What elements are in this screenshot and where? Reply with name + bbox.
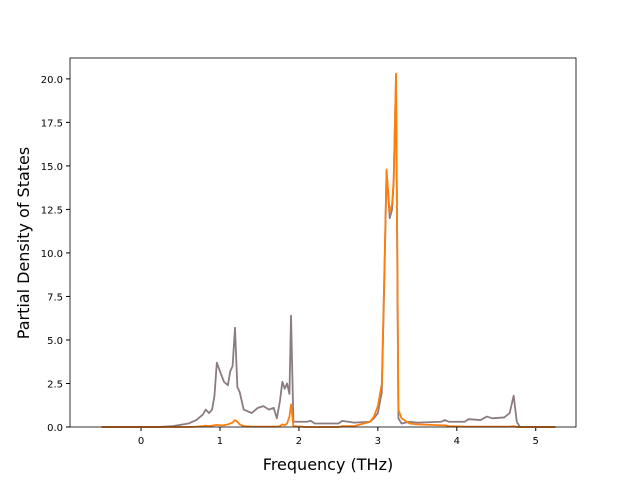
x-tick-label: 3 [375, 436, 381, 447]
y-tick-label: 10.0 [41, 249, 63, 260]
x-tick-label: 0 [138, 436, 144, 447]
x-axis-label: Frequency (THz) [263, 455, 393, 474]
y-tick-label: 0.0 [47, 423, 63, 434]
y-tick-label: 17.5 [41, 118, 63, 129]
y-tick-label: 2.5 [47, 379, 63, 390]
x-tick-label: 5 [533, 436, 539, 447]
y-tick-label: 20.0 [41, 75, 63, 86]
y-tick-label: 12.5 [41, 205, 63, 216]
x-tick-label: 4 [454, 436, 460, 447]
y-axis-label: Partial Density of States [14, 147, 33, 339]
y-tick-label: 15.0 [41, 162, 63, 173]
y-tick-label: 5.0 [47, 336, 63, 347]
x-tick-label: 2 [296, 436, 302, 447]
plot-frame [69, 57, 577, 428]
x-tick-label: 1 [217, 436, 223, 447]
series-line [101, 74, 556, 428]
y-tick-label: 7.5 [47, 292, 63, 303]
